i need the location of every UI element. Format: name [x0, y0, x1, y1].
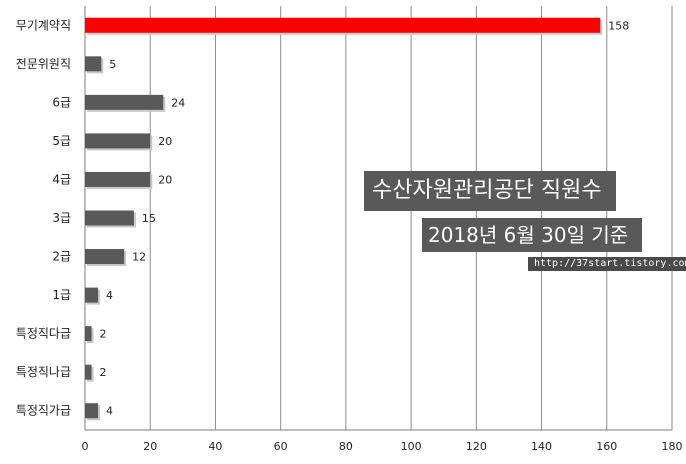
bar: [85, 171, 151, 187]
x-tick-label: 100: [401, 440, 422, 453]
x-tick-label: 80: [339, 440, 353, 453]
bar: [85, 403, 99, 419]
bar: [85, 210, 134, 226]
x-tick-label: 120: [466, 440, 487, 453]
bar: [85, 133, 151, 149]
value-label: 20: [158, 173, 172, 186]
category-label: 3급: [52, 211, 71, 225]
source-url-label: http://37start.tistory.com: [528, 257, 686, 271]
x-tick-label: 180: [662, 440, 683, 453]
bar: [85, 364, 92, 380]
value-label: 12: [132, 251, 146, 264]
value-label: 2: [100, 328, 107, 341]
bar: [85, 56, 102, 72]
bar: [85, 94, 164, 110]
value-label: 20: [158, 135, 172, 148]
x-tick-label: 160: [596, 440, 617, 453]
category-label: 특정직다급: [16, 327, 71, 341]
category-label: 1급: [52, 288, 71, 302]
value-label: 15: [142, 212, 156, 225]
x-tick-labels: 0 20 40 60 80 100 120 140 160 180: [82, 440, 683, 453]
x-tick-label: 40: [208, 440, 222, 453]
value-label: 4: [106, 289, 113, 302]
value-label: 4: [106, 405, 113, 418]
bar: [85, 17, 601, 33]
x-tick-label: 0: [82, 440, 89, 453]
value-label: 2: [100, 366, 107, 379]
value-label: 158: [608, 19, 629, 32]
date-banner: 2018년 6월 30일 기준: [422, 218, 643, 252]
category-label: 4급: [52, 172, 71, 186]
category-label: 특정직가급: [16, 404, 71, 418]
value-label: 24: [171, 96, 185, 109]
bar: [85, 287, 99, 303]
bars: [85, 17, 603, 421]
bar: [85, 249, 125, 265]
category-label: 무기계약직: [16, 17, 71, 32]
category-label: 2급: [52, 250, 71, 264]
chart-title-banner: 수산자원관리공단 직원수: [364, 171, 616, 211]
value-label: 5: [109, 58, 116, 71]
x-tick-label: 140: [531, 440, 552, 453]
x-tick-label: 60: [274, 440, 288, 453]
category-label: 전문위원직: [16, 57, 71, 71]
x-tick-label: 20: [143, 440, 157, 453]
category-label: 5급: [52, 134, 71, 148]
category-label: 6급: [52, 95, 71, 109]
bar: [85, 326, 92, 342]
category-label: 특정직나급: [16, 365, 71, 379]
